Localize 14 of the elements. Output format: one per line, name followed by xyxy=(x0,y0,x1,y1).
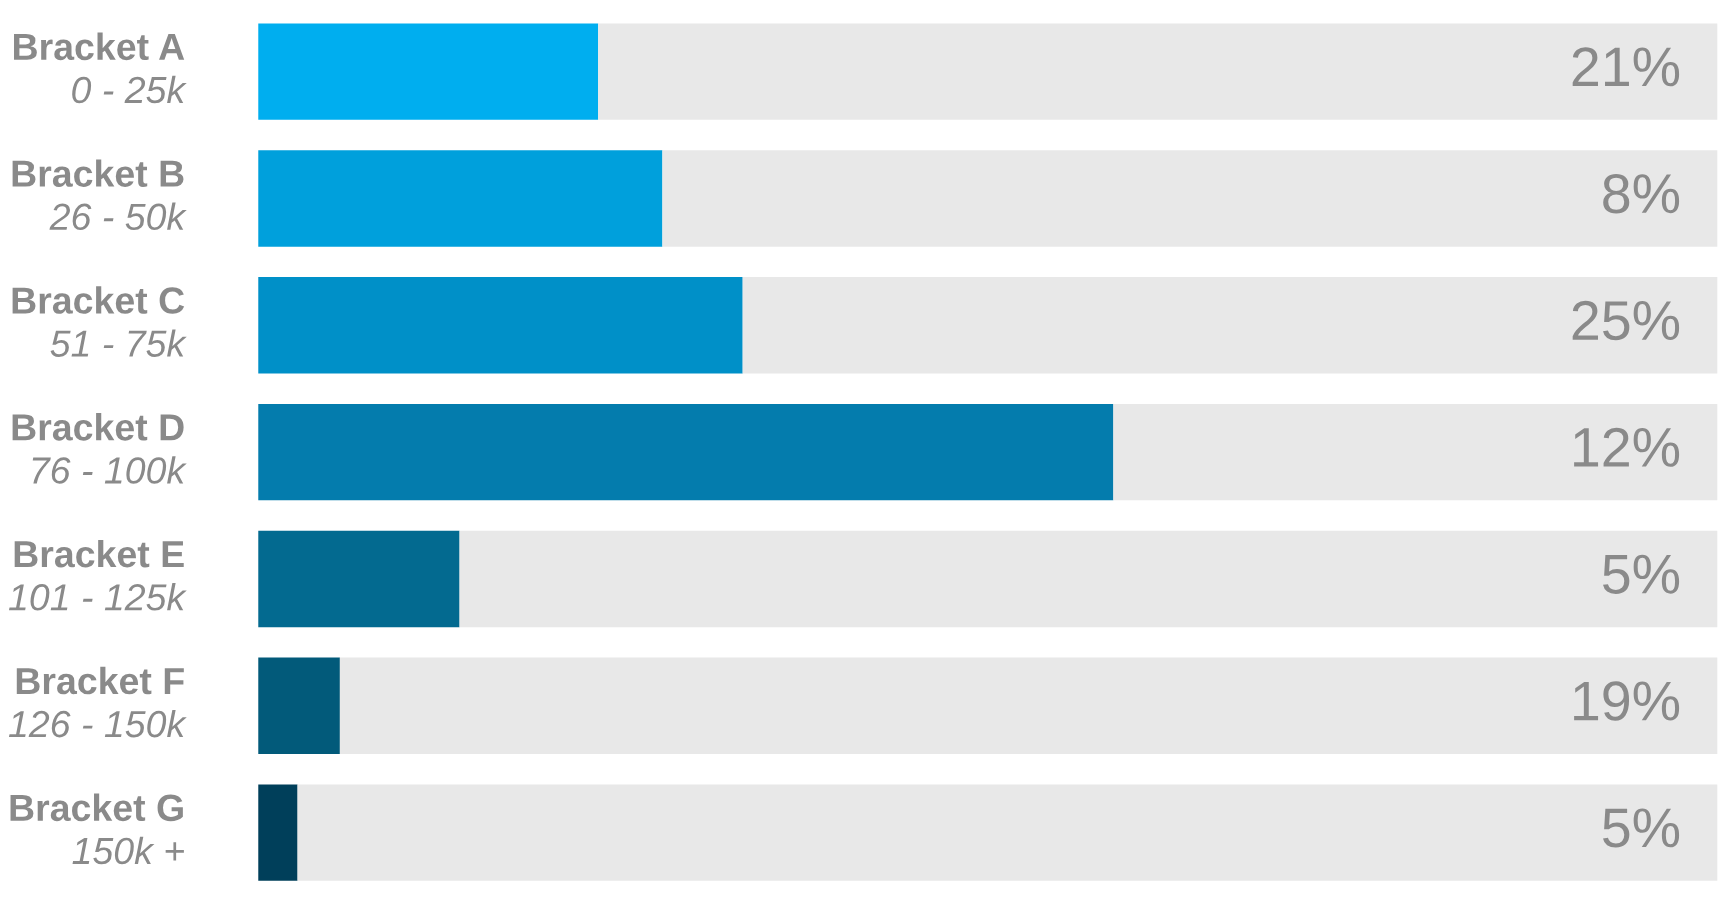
annotation: 25% xyxy=(1572,300,1680,341)
y-tick-label: Bracket B 26 - 50k xyxy=(12,159,187,231)
y-tick-label: Bracket C 51 - 75k xyxy=(12,286,187,357)
y-tick-label: Bracket A 0 - 25k xyxy=(14,32,187,104)
annotation: 5% xyxy=(1603,808,1680,848)
y-tick-label: Bracket D 76 - 100k xyxy=(12,413,187,484)
y-tick-label: Bracket G 150k + xyxy=(10,793,184,865)
annotation: 21% xyxy=(1572,47,1680,87)
annotation: 12% xyxy=(1574,427,1680,467)
y-tick-label: Bracket F 126 - 150k xyxy=(8,666,187,738)
annotation: 8% xyxy=(1603,174,1680,214)
annotation: 5% xyxy=(1603,554,1680,594)
annotation: 19% xyxy=(1574,681,1680,721)
y-tick-label: Bracket E 101 - 125k xyxy=(8,539,187,611)
